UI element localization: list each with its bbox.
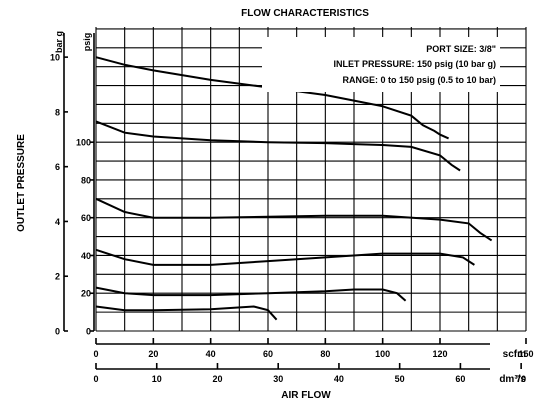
y-axis-psig-unit: psig [82,33,92,52]
series-curve-1 [95,56,450,140]
series-curve-6 [95,305,278,321]
x-axis-scfm-unit: scfm [503,349,526,360]
y-axis-psig-tick-label: 0 [86,327,91,337]
y-axis-psig-tick-label: 80 [81,175,91,185]
x-axis-dm3s-tick-label: 20 [212,374,222,384]
annotation-box [262,37,500,92]
y-axis-bar-tick-label: 2 [55,272,60,282]
x-axis-dm3s-tick-label: 70 [516,374,526,384]
series-lines [95,56,493,321]
x-axis-scfm-tick-label: 20 [148,349,158,359]
y-axis-bar-tick-label: 0 [55,327,60,337]
y-axis-psig-tick-label: 20 [81,289,91,299]
x-axis-scfm-tick-label: 150 [518,349,533,359]
x-axis-dm3s-tick-label: 30 [273,374,283,384]
y-axis-psig-tick-label: 60 [81,213,91,223]
y-axis-bar-tick-label: 6 [55,162,60,172]
annotation-range: RANGE: 0 to 150 psig (0.5 to 10 bar) [342,75,496,85]
x-axis-dm3s-tick-label: 50 [395,374,405,384]
annotation-inlet-pressure: INLET PRESSURE: 150 psig (10 bar g) [333,59,496,69]
y-axis-bar-tick-label: 10 [50,53,60,63]
series-curve-4 [95,248,475,266]
series-curve-5 [95,286,407,302]
x-axis-scfm-tick-label: 40 [206,349,216,359]
y-axis-label: OUTLET PRESSURE [16,134,27,232]
x-axis-scfm-tick-label: 120 [432,349,447,359]
x-axis-dm3s-tick-label: 40 [334,374,344,384]
x-axis-scfm-tick-label: 60 [263,349,273,359]
chart-title: FLOW CHARACTERISTICS [241,8,369,19]
y-axis-bar-unit: bar g [54,31,64,53]
y-axis-bar-tick-label: 4 [55,217,60,227]
x-axis-dm3s-tick-label: 0 [93,374,98,384]
x-axis-label: AIR FLOW [281,390,331,401]
series-curve-3 [95,197,493,242]
x-axis-dm3s-tick-label: 60 [455,374,465,384]
axes [63,33,527,370]
series-curve-2 [95,120,461,172]
annotation-port-size: PORT SIZE: 3/8" [426,44,496,54]
y-axis-psig-tick-label: 100 [76,138,91,148]
y-axis-psig-tick-label: 40 [81,251,91,261]
x-axis-dm3s-tick-label: 10 [152,374,162,384]
x-axis-scfm-tick-label: 100 [375,349,390,359]
y-axis-bar-tick-label: 8 [55,107,60,117]
x-axis-scfm-tick-label: 80 [320,349,330,359]
x-axis-scfm-tick-label: 0 [93,349,98,359]
x-axis-dm3s-unit: dm³/s [499,374,526,385]
